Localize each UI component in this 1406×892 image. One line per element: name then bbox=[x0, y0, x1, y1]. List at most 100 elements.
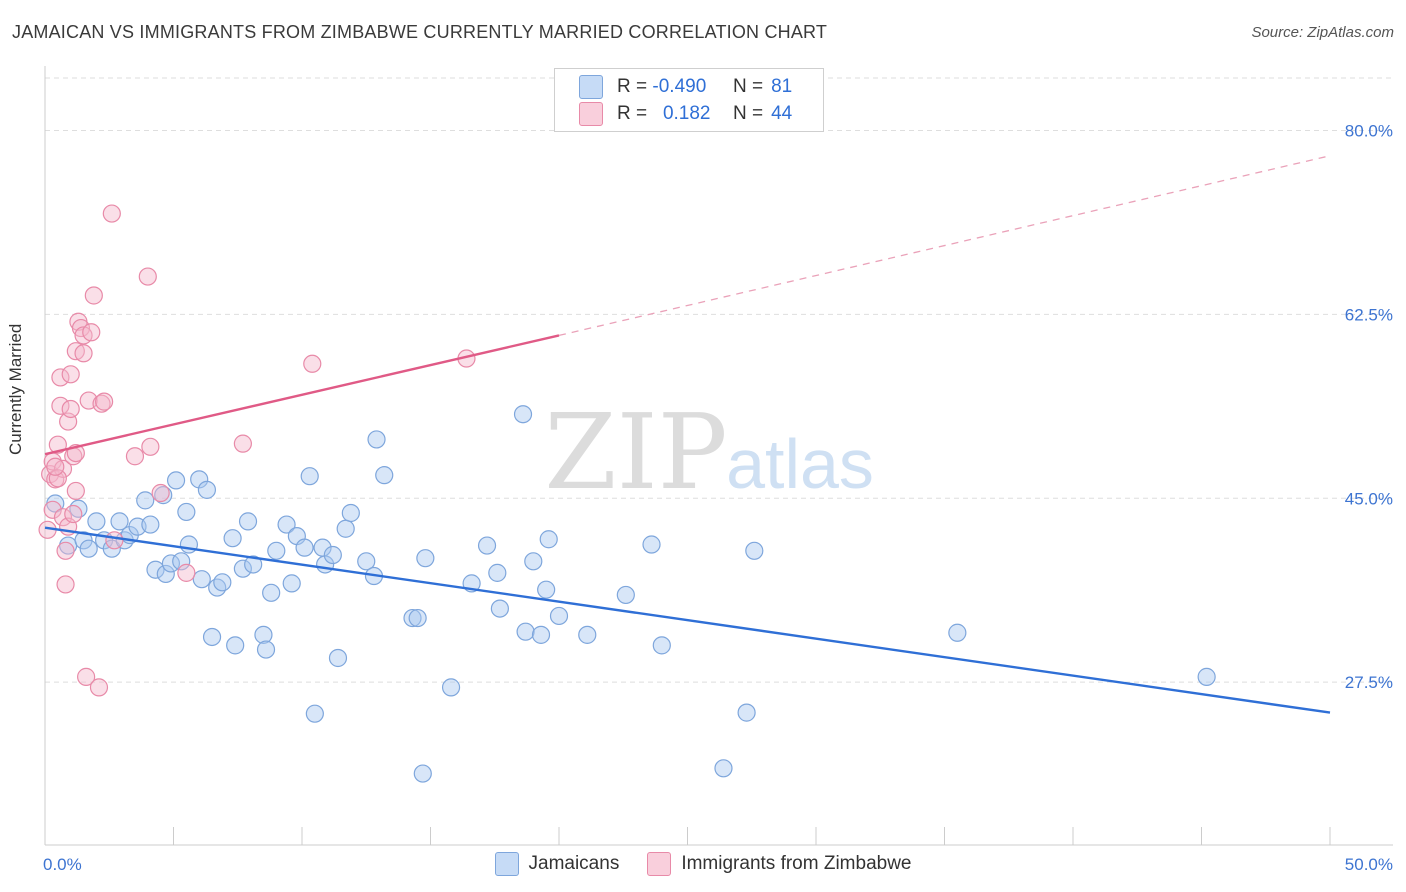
zimbabwe-point bbox=[71, 318, 91, 338]
jamaican-point bbox=[256, 640, 276, 659]
jamaican-point bbox=[254, 625, 273, 644]
jamaican-point bbox=[238, 512, 258, 531]
legend-n-label: N = bbox=[733, 76, 764, 97]
legend-n-value-jamaicans: 81 bbox=[771, 76, 793, 97]
jamaican-point bbox=[539, 530, 558, 549]
chart-title: JAMAICAN VS IMMIGRANTS FROM ZIMBABWE CUR… bbox=[12, 22, 828, 42]
jamaican-point bbox=[282, 574, 301, 593]
legend-n-label: N = bbox=[733, 103, 764, 124]
zimbabwe-point bbox=[82, 323, 101, 342]
jamaican-point bbox=[513, 405, 533, 424]
zimbabwe-point bbox=[92, 394, 111, 413]
jamaican-point bbox=[403, 608, 422, 628]
watermark-atlas: atlas bbox=[726, 425, 874, 503]
zimbabwe-point bbox=[46, 457, 65, 476]
zimbabwe-trend-extension bbox=[558, 155, 1331, 337]
jamaican-point bbox=[300, 467, 319, 486]
y-tick-label: 62.5% bbox=[1345, 305, 1393, 324]
jamaican-point bbox=[177, 502, 196, 522]
zimbabwe-point bbox=[105, 531, 124, 550]
jamaicans-points bbox=[46, 405, 1216, 783]
jamaican-point bbox=[79, 539, 98, 558]
series-swatch-zimbabwe bbox=[647, 852, 672, 876]
jamaican-point bbox=[524, 552, 543, 571]
legend-swatch-jamaicans bbox=[579, 75, 603, 99]
zimbabwe-point bbox=[95, 392, 114, 411]
jamaican-point bbox=[642, 535, 661, 554]
jamaican-point bbox=[336, 519, 355, 538]
jamaican-point bbox=[69, 499, 88, 518]
chart-source: Source: ZipAtlas.com bbox=[1251, 24, 1394, 41]
y-tick-label: 45.0% bbox=[1345, 489, 1393, 508]
jamaican-point bbox=[413, 764, 432, 783]
zimbabwe-point bbox=[56, 541, 75, 560]
zimbabwe-points bbox=[38, 204, 476, 697]
gridlines bbox=[45, 77, 1393, 683]
zimbabwe-point bbox=[66, 481, 85, 501]
tick-labels: 27.5% 45.0% 62.5% 80.0% 0.0% 50.0% bbox=[43, 122, 1393, 874]
legend-r-label: R = bbox=[617, 76, 648, 97]
jamaicans-trend-line bbox=[44, 526, 1331, 714]
series-legend-zimbabwe: Immigrants from Zimbabwe bbox=[647, 852, 912, 876]
jamaican-point bbox=[295, 538, 314, 557]
series-swatch-jamaicans bbox=[494, 852, 519, 876]
zimbabwe-point bbox=[141, 437, 160, 456]
jamaican-point bbox=[357, 552, 376, 571]
zimbabwe-point bbox=[177, 563, 196, 582]
jamaican-point bbox=[136, 491, 155, 510]
jamaican-point bbox=[1197, 667, 1216, 686]
jamaican-point bbox=[172, 552, 191, 571]
watermark: ZIP atlas bbox=[544, 391, 874, 513]
zimbabwe-point bbox=[51, 368, 70, 387]
jamaican-point bbox=[197, 480, 217, 499]
zimbabwe-point bbox=[138, 267, 157, 286]
x-tick-label: 0.0% bbox=[43, 855, 82, 874]
series-legend: Jamaicans Immigrants from Zimbabwe bbox=[0, 852, 1406, 876]
zimbabwe-point bbox=[64, 504, 83, 524]
series-legend-jamaicans: Jamaicans bbox=[494, 852, 620, 876]
jamaican-point bbox=[305, 704, 324, 723]
jamaican-point bbox=[223, 529, 242, 548]
axes bbox=[44, 66, 1393, 846]
jamaican-point bbox=[213, 573, 232, 592]
jamaican-point bbox=[488, 563, 507, 582]
legend-r-value-zimbabwe: 0.182 bbox=[662, 103, 711, 124]
jamaican-point bbox=[244, 555, 263, 574]
zimbabwe-point bbox=[84, 286, 103, 305]
jamaican-point bbox=[578, 625, 597, 644]
zimbabwe-trend-line bbox=[44, 334, 560, 456]
jamaican-point bbox=[652, 636, 671, 655]
jamaican-point bbox=[323, 545, 342, 565]
zimbabwe-point bbox=[102, 204, 121, 223]
jamaican-point bbox=[277, 515, 296, 534]
zimbabwe-point bbox=[43, 500, 62, 519]
zimbabwe-point bbox=[77, 667, 96, 686]
series-label-jamaicans: Jamaicans bbox=[528, 853, 620, 874]
jamaican-point bbox=[154, 486, 173, 505]
zimbabwe-point bbox=[56, 575, 75, 594]
zimbabwe-point bbox=[61, 365, 80, 384]
jamaican-point bbox=[156, 564, 175, 584]
jamaican-point bbox=[208, 578, 227, 597]
jamaican-point bbox=[267, 541, 286, 560]
series-label-zimbabwe: Immigrants from Zimbabwe bbox=[681, 853, 912, 874]
legend-row-jamaicans: R = -0.490 N = 81 bbox=[579, 74, 792, 100]
watermark-zip: ZIP bbox=[544, 391, 727, 513]
jamaican-point bbox=[87, 512, 106, 531]
y-tick-label: 27.5% bbox=[1345, 673, 1393, 692]
jamaican-point bbox=[477, 536, 497, 555]
jamaican-point bbox=[948, 623, 967, 642]
jamaican-point bbox=[141, 515, 160, 534]
jamaican-point bbox=[737, 703, 756, 722]
jamaican-point bbox=[549, 606, 569, 626]
x-tick-label: 50.0% bbox=[1345, 855, 1393, 874]
jamaican-point bbox=[166, 471, 186, 490]
jamaican-point bbox=[531, 625, 551, 644]
jamaican-point bbox=[745, 541, 764, 560]
jamaican-point bbox=[616, 585, 635, 605]
zimbabwe-point bbox=[74, 344, 93, 363]
zimbabwe-point bbox=[125, 447, 145, 466]
zimbabwe-point bbox=[51, 396, 70, 415]
legend-row-zimbabwe: R = 0.182 N = 44 bbox=[579, 101, 792, 127]
